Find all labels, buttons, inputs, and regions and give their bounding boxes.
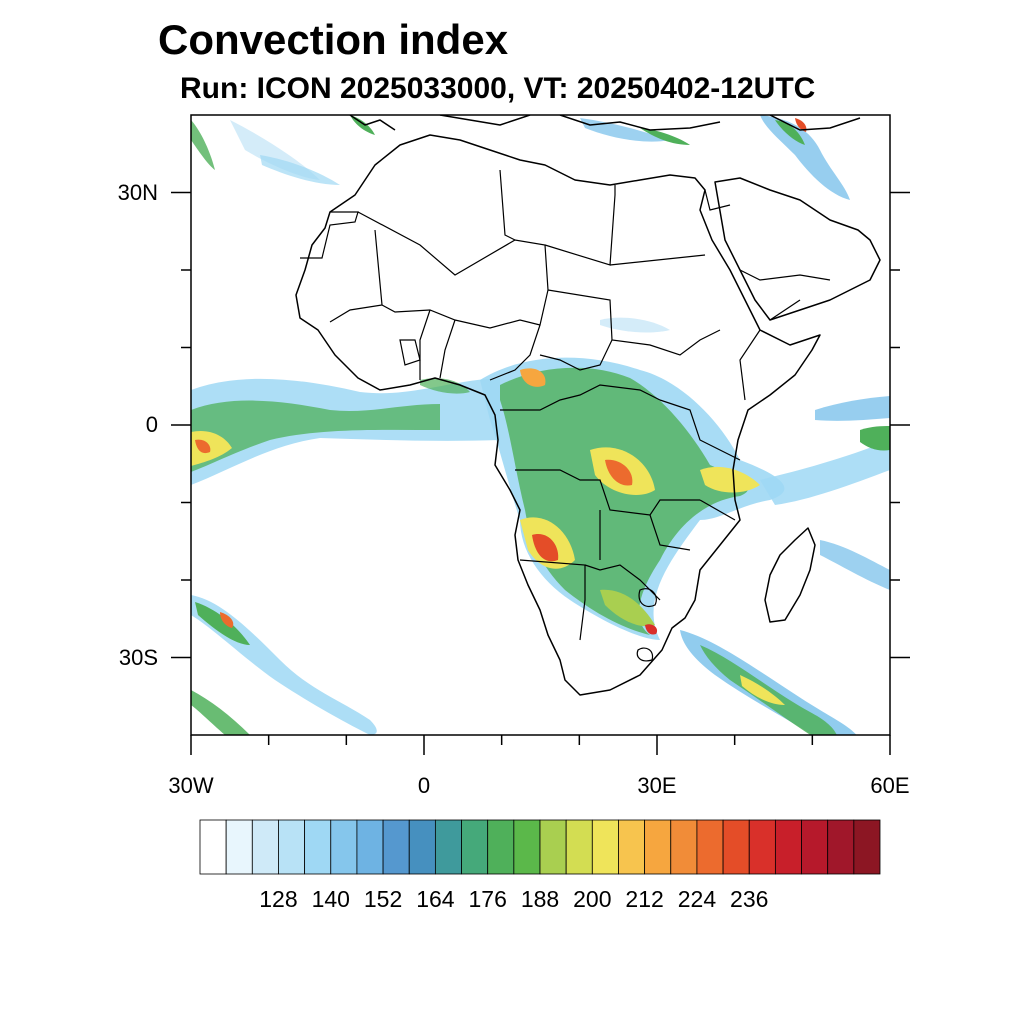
convection-field <box>191 115 890 735</box>
lon-tick-label: 60E <box>870 773 910 798</box>
colorbar-label: 176 <box>468 886 507 912</box>
colorbar-swatch <box>487 819 515 875</box>
chart-subtitle: Run: ICON 2025033000, VT: 20250402-12UTC <box>180 72 816 105</box>
country-borders <box>300 169 831 662</box>
colorbar-swatch <box>722 819 750 875</box>
colorbar-swatch <box>644 819 672 875</box>
colorbar-swatch <box>382 819 410 875</box>
colorbar-swatch <box>853 819 881 875</box>
colorbar-swatch <box>199 819 227 875</box>
colorbar <box>199 819 881 875</box>
colorbar-swatch <box>251 819 279 875</box>
colorbar-swatch <box>513 819 541 875</box>
lon-tick-label: 30E <box>637 773 677 798</box>
colorbar-swatch <box>408 819 436 875</box>
colorbar-swatch <box>225 819 253 875</box>
coastlines <box>295 115 881 696</box>
colorbar-swatch <box>696 819 724 875</box>
colorbar-label: 128 <box>259 886 298 912</box>
lat-tick-label: 0 <box>145 412 158 437</box>
lat-tick-label: 30S <box>118 644 158 670</box>
axis-ticks <box>171 191 910 755</box>
colorbar-label: 140 <box>311 886 350 912</box>
colorbar-label: 164 <box>416 886 455 912</box>
colorbar-swatch <box>565 819 593 875</box>
colorbar-swatch <box>330 819 358 875</box>
colorbar-swatch <box>434 819 462 875</box>
colorbar-label: 224 <box>677 886 717 912</box>
colorbar-label: 236 <box>730 886 769 912</box>
colorbar-swatch <box>774 819 802 875</box>
colorbar-label: 188 <box>520 886 560 912</box>
lat-tick-label: 30N <box>117 179 158 205</box>
colorbar-label: 200 <box>573 886 612 912</box>
colorbar-label: 152 <box>363 886 403 912</box>
colorbar-swatch <box>356 819 384 875</box>
lon-tick-label: 30W <box>168 773 214 798</box>
colorbar-swatch <box>801 819 829 875</box>
lon-tick-label: 0 <box>417 773 431 798</box>
chart-title: Convection index <box>158 16 509 63</box>
colorbar-swatch <box>278 819 306 875</box>
colorbar-label: 212 <box>625 886 664 912</box>
colorbar-swatch <box>539 819 567 875</box>
colorbar-swatch <box>670 819 698 875</box>
colorbar-swatch <box>748 819 776 875</box>
colorbar-swatch <box>461 819 489 875</box>
colorbar-swatch <box>618 819 646 875</box>
colorbar-swatch <box>827 819 855 875</box>
colorbar-swatch <box>304 819 332 875</box>
colorbar-swatch <box>591 819 619 875</box>
